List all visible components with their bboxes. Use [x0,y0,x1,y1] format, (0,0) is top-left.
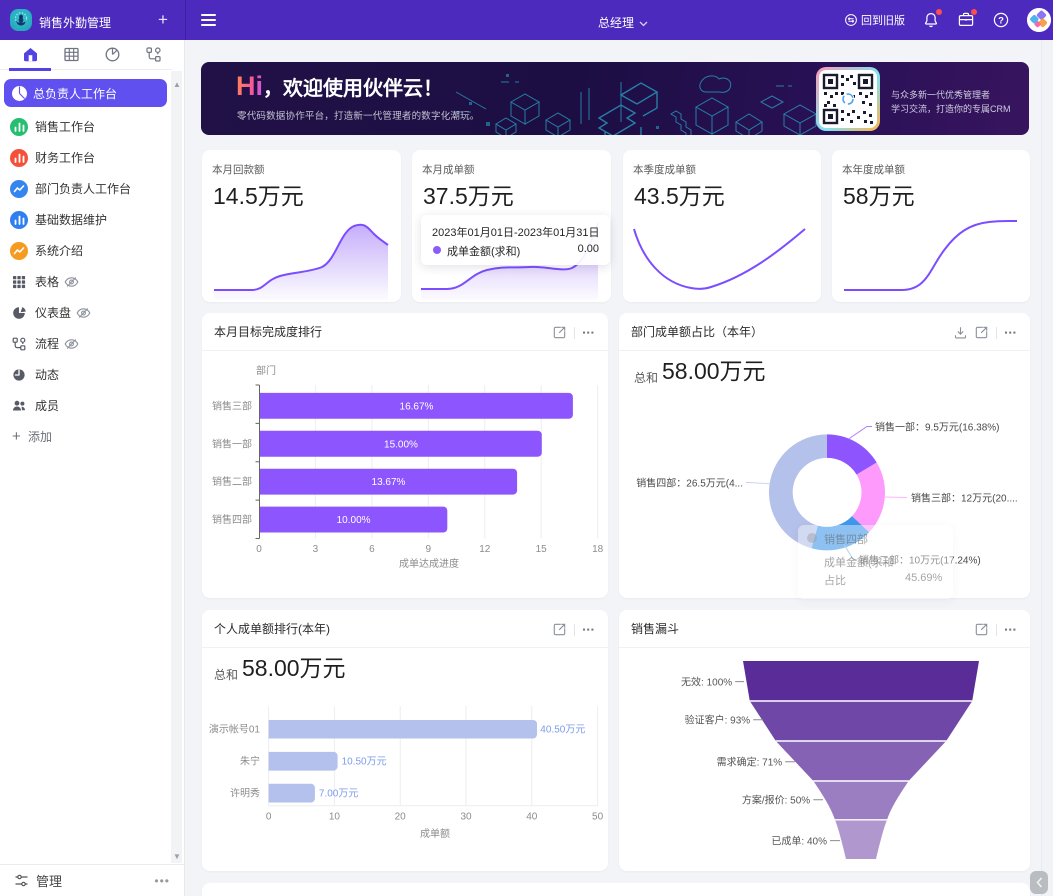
svg-text:销售一部: 销售一部 [212,437,252,450]
svg-text:成单达成进度: 成单达成进度 [399,557,459,570]
svg-text:16.67%: 16.67% [400,401,434,412]
svg-text:销售一部：9.5万元(16.38%): 销售一部：9.5万元(16.38%) [875,421,999,434]
svg-text:10.50万元: 10.50万元 [342,757,387,768]
svg-text:已成单: 40%: 已成单: 40% [771,835,827,847]
svg-text:验证客户: 93%: 验证客户: 93% [685,714,751,727]
svg-text:?: ? [998,15,1004,26]
svg-text:6: 6 [369,544,375,555]
svg-text:销售四部：26.5万元(4...: 销售四部：26.5万元(4... [636,477,743,490]
svg-text:20: 20 [395,812,407,823]
svg-text:10.00%: 10.00% [337,515,371,526]
svg-text:部门: 部门 [256,364,276,377]
svg-text:销售四部: 销售四部 [212,513,252,526]
svg-text:40.50万元: 40.50万元 [540,725,585,736]
svg-text:15.00%: 15.00% [384,439,418,450]
svg-text:18: 18 [592,544,604,555]
svg-text:13.67%: 13.67% [372,477,406,488]
svg-text:销售三部: 销售三部 [212,399,252,412]
svg-text:9: 9 [426,544,432,555]
svg-text:无效: 100%: 无效: 100% [681,675,732,688]
svg-text:需求确定: 71%: 需求确定: 71% [717,756,783,769]
svg-text:3: 3 [313,544,319,555]
svg-text:许明秀: 许明秀 [230,788,260,800]
svg-text:成单额: 成单额 [420,827,450,840]
svg-text:0: 0 [256,544,262,555]
svg-text:朱宁: 朱宁 [240,755,260,768]
svg-text:15: 15 [536,544,548,555]
svg-text:12: 12 [479,544,491,555]
svg-text:演示帐号01: 演示帐号01 [209,723,261,736]
svg-text:10: 10 [329,812,341,823]
svg-text:销售三部：12万元(20....: 销售三部：12万元(20.... [911,492,1018,505]
svg-text:7.00万元: 7.00万元 [319,789,358,800]
svg-text:销售二部: 销售二部 [212,475,252,488]
svg-text:30: 30 [460,812,472,823]
svg-text:40: 40 [526,812,538,823]
svg-text:方案/报价: 50%: 方案/报价: 50% [742,794,810,807]
svg-text:50: 50 [592,812,604,823]
svg-text:销售二部：10万元(17.24%): 销售二部：10万元(17.24%) [859,554,981,567]
svg-text:0: 0 [266,812,272,823]
